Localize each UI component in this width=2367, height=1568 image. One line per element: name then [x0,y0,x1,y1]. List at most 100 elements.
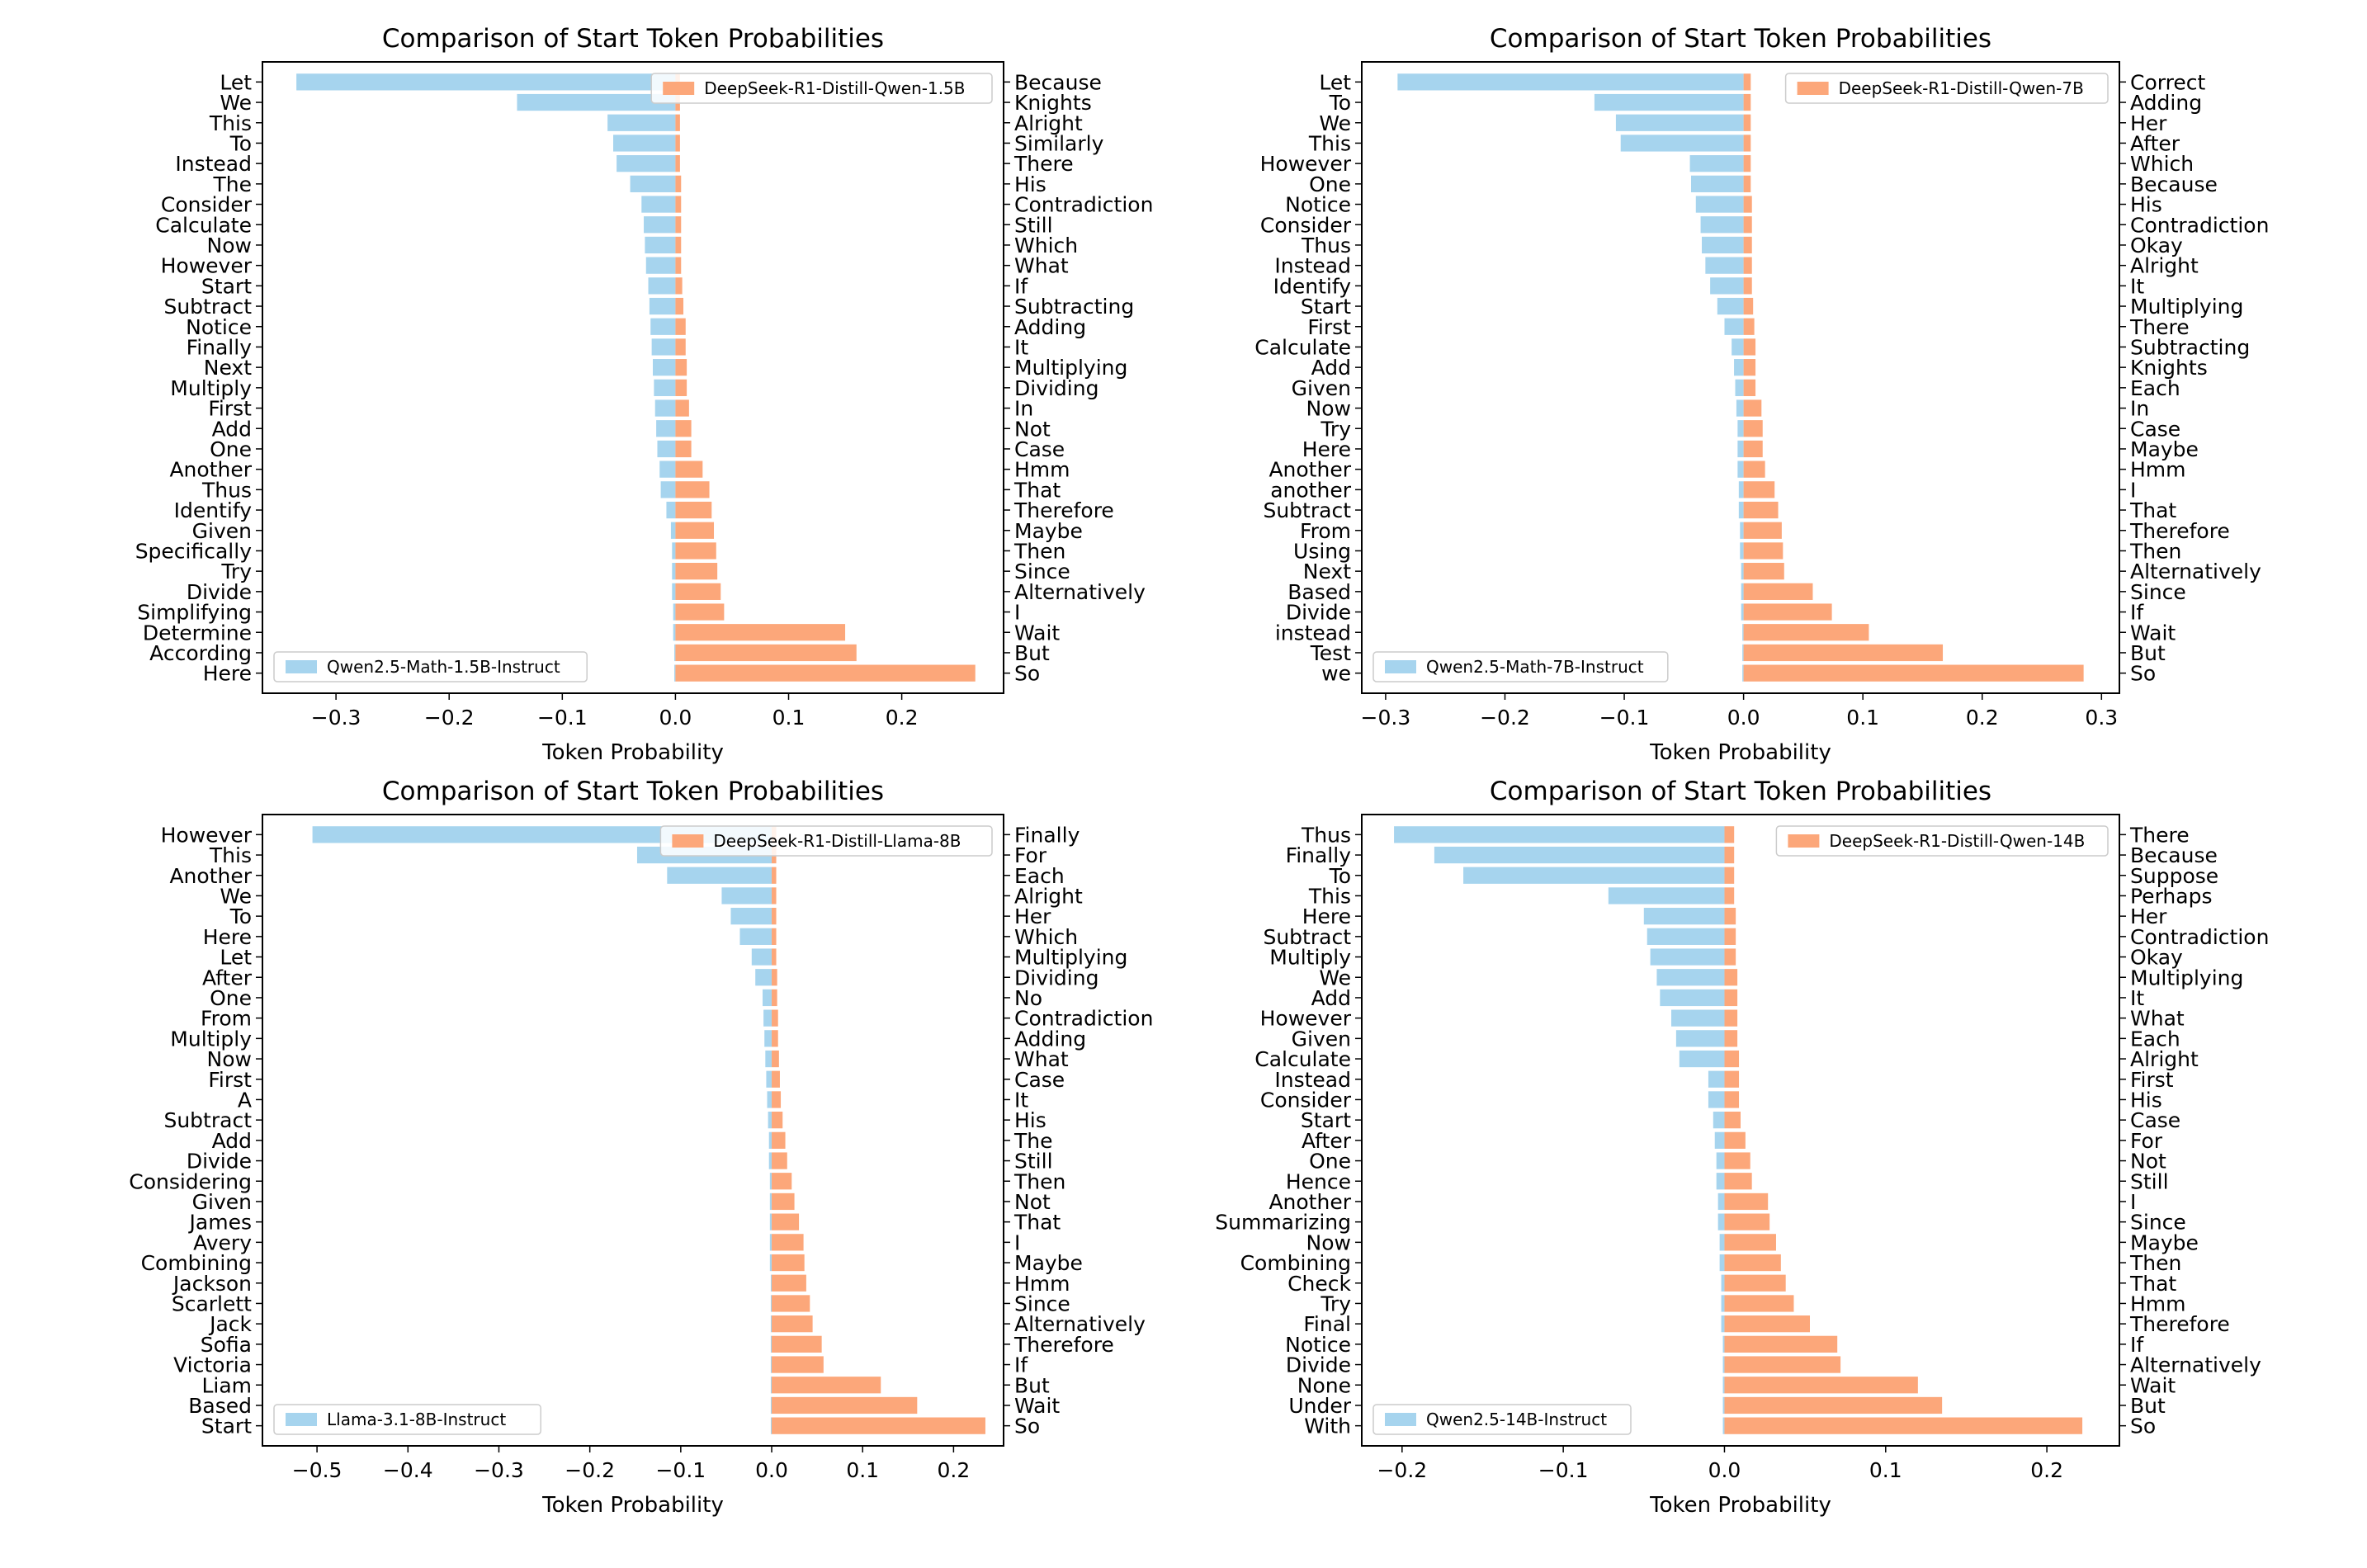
base-bar [751,948,772,966]
distill-bar [675,522,715,539]
distill-bar [675,216,682,234]
ytick-label-left: Divide [1286,1353,1351,1377]
distill-bar [1743,644,1944,662]
ytick-label-left: Victoria [173,1353,252,1377]
ytick-label-left: Subtract [1263,498,1351,522]
ytick-label-left: First [208,397,252,421]
distill-bar [772,1070,780,1088]
ytick-label-left: First [1307,315,1351,339]
ytick-label-right: But [1014,641,1050,665]
distill-bar [675,175,682,192]
ytick-label-right: Because [2130,172,2218,196]
ytick-label-left: To [229,131,252,155]
ytick-label-right: What [1014,254,1069,278]
base-bar [660,481,676,498]
base-bar [648,277,676,295]
distill-bar [1724,1396,1943,1415]
distill-bar [1743,399,1762,417]
ytick-label-right: Which [1014,234,1078,257]
legend-swatch [1797,82,1829,95]
ytick-label-left: Subtract [163,295,252,319]
distill-bar [1743,440,1763,458]
ytick-label-left: Considering [129,1169,252,1193]
base-bar [517,93,676,111]
chart-panel: Comparison of Start Token Probabilities L… [1254,24,2269,765]
base-bar [652,359,676,376]
ytick-label-right: Each [2130,376,2180,400]
ytick-label-left: Consider [1260,213,1352,237]
ytick-label-left: With [1304,1415,1351,1438]
base-bar [673,624,676,641]
distill-bar [675,583,721,600]
base-bar [1717,1213,1725,1230]
chart-panel: Comparison of Start Token Probabilities T… [1215,777,2269,1518]
distill-bar [675,440,692,458]
plot-frame [262,61,1004,694]
base-bar [770,1274,772,1292]
distill-bar [1743,542,1784,560]
legend-label: Qwen2.5-Math-1.5B-Instruct [327,657,560,677]
base-bar [1717,1193,1725,1211]
distill-bar [772,969,777,986]
ytick-label-right: That [2129,498,2176,522]
distill-bar [675,481,710,498]
base-bar [1714,1131,1725,1149]
legend-swatch [1788,834,1820,848]
ytick-label-left: James [188,1211,252,1235]
legend-box [1775,825,2109,857]
distill-bar [675,257,682,274]
distill-bar [1724,826,1735,843]
distill-bar [1743,73,1751,91]
distill-bar [1724,1295,1794,1312]
distill-bar [1743,155,1751,172]
base-bar [1736,399,1744,417]
base-bar [769,1254,772,1272]
legend: Qwen2.5-Math-7B-Instruct [1372,651,1669,682]
base-bar [1608,887,1725,904]
ytick-label-left: Given [192,519,252,543]
ytick-label-left: Consider [1260,1088,1352,1112]
xtick-label: 0.2 [886,706,919,730]
base-bar [770,1417,772,1434]
distill-bar [1743,216,1752,234]
distill-bar [1724,867,1735,884]
xtick-label: 0.1 [1846,706,1879,730]
distill-bar [772,1213,800,1230]
chart-panel: Comparison of Start Token Probabilities H… [129,777,1153,1518]
ytick-label-left: Based [188,1394,252,1418]
base-bar [764,1030,772,1047]
ytick-label-left: A [238,1088,252,1112]
chart-title: Comparison of Start Token Probabilities [382,24,884,54]
distill-bar [772,1417,985,1434]
ytick-label-left: Start [201,274,252,298]
ytick-label-left: We [220,884,252,908]
ytick-label-right: If [2130,601,2144,625]
ytick-label-right: I [1014,601,1020,625]
xtick-label: −0.2 [424,706,475,730]
ytick-label-right: Wait [1014,621,1060,645]
ytick-label-right: Her [2130,111,2167,135]
ytick-label-right: Contradiction [2130,213,2269,237]
ytick-label-right: So [1014,1415,1040,1438]
distill-bar [675,318,686,335]
distill-bar [1743,481,1775,498]
base-bar [1463,867,1725,884]
ytick-label-right: Okay [2130,234,2183,257]
xtick-label: 0.1 [772,706,806,730]
ytick-label-left: However [1260,152,1352,176]
ytick-label-left: Let [220,946,252,970]
ytick-label-right: I [2130,1190,2136,1214]
legend-box [1372,1404,1632,1435]
ytick-label-right: Since [1014,560,1070,583]
base-bar [1737,420,1744,437]
distill-bar [1724,846,1735,864]
base-bar [672,583,676,600]
ytick-label-left: To [229,904,252,928]
base-bar [613,135,676,152]
distill-bar [1724,1377,1918,1394]
ytick-label-right: There [2129,823,2190,847]
ytick-label-right: For [1014,843,1047,867]
legend: Qwen2.5-Math-1.5B-Instruct [273,651,588,682]
ytick-label-left: Next [204,356,252,380]
